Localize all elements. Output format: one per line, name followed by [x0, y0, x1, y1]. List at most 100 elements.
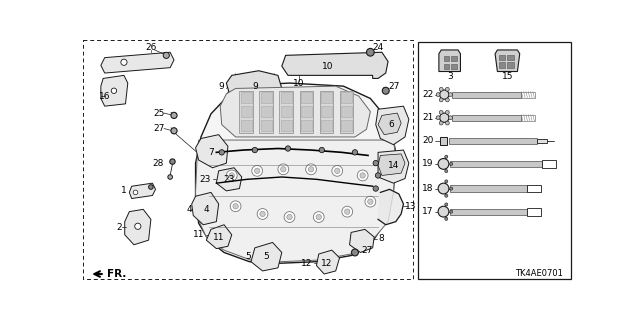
- Circle shape: [438, 158, 449, 169]
- Text: 8: 8: [378, 234, 384, 243]
- Text: 27: 27: [361, 246, 372, 255]
- Circle shape: [439, 98, 443, 102]
- Polygon shape: [378, 150, 409, 183]
- Text: 2: 2: [116, 222, 122, 232]
- Polygon shape: [206, 225, 232, 249]
- Circle shape: [227, 170, 237, 181]
- Circle shape: [260, 211, 265, 217]
- Text: 10: 10: [293, 78, 305, 88]
- Circle shape: [252, 147, 257, 153]
- Circle shape: [229, 173, 234, 178]
- Circle shape: [281, 167, 286, 172]
- Bar: [418, 42, 570, 279]
- Polygon shape: [196, 135, 228, 168]
- Text: 24: 24: [372, 43, 384, 52]
- Circle shape: [171, 112, 177, 118]
- Text: 4: 4: [204, 205, 209, 214]
- Circle shape: [438, 206, 449, 217]
- Circle shape: [352, 150, 358, 155]
- Text: 15: 15: [502, 72, 513, 81]
- Text: 22: 22: [422, 90, 433, 99]
- Circle shape: [438, 183, 449, 194]
- Text: TK4AE0701: TK4AE0701: [515, 269, 563, 278]
- Text: 14: 14: [388, 161, 399, 170]
- Text: 27: 27: [388, 82, 399, 91]
- Bar: [451, 64, 456, 69]
- Text: 17: 17: [422, 207, 433, 216]
- Bar: [319, 91, 333, 133]
- Circle shape: [252, 165, 262, 176]
- Circle shape: [230, 201, 241, 212]
- Text: 3: 3: [447, 72, 452, 81]
- Text: 18: 18: [422, 184, 433, 193]
- Bar: [444, 64, 449, 69]
- Bar: [527, 208, 541, 215]
- Circle shape: [219, 150, 225, 155]
- Bar: [450, 186, 527, 192]
- Bar: [450, 209, 527, 215]
- Circle shape: [382, 87, 389, 94]
- Text: 7: 7: [208, 148, 214, 157]
- Polygon shape: [251, 243, 282, 271]
- Bar: [538, 139, 547, 143]
- Polygon shape: [196, 83, 396, 263]
- Circle shape: [314, 212, 324, 222]
- Text: 19: 19: [422, 159, 433, 168]
- Circle shape: [439, 110, 443, 114]
- Bar: [239, 91, 253, 133]
- Circle shape: [445, 121, 449, 125]
- Text: 12: 12: [301, 259, 312, 268]
- Bar: [340, 91, 353, 133]
- Circle shape: [445, 87, 449, 91]
- Bar: [300, 91, 314, 133]
- Polygon shape: [439, 50, 460, 71]
- Circle shape: [170, 159, 175, 164]
- Text: 5: 5: [245, 252, 251, 261]
- Circle shape: [284, 212, 295, 222]
- Circle shape: [373, 186, 378, 191]
- Circle shape: [449, 116, 452, 120]
- Circle shape: [287, 214, 292, 220]
- Circle shape: [450, 162, 452, 165]
- Bar: [281, 120, 292, 131]
- Circle shape: [360, 173, 365, 178]
- Polygon shape: [378, 189, 403, 225]
- Bar: [301, 92, 312, 103]
- Bar: [321, 92, 332, 103]
- Bar: [452, 115, 521, 121]
- Circle shape: [121, 59, 127, 65]
- Bar: [321, 106, 332, 117]
- Text: 21: 21: [422, 113, 433, 122]
- Bar: [444, 56, 449, 61]
- Bar: [449, 138, 538, 144]
- Polygon shape: [101, 75, 128, 106]
- Circle shape: [171, 128, 177, 134]
- Bar: [261, 120, 272, 131]
- Text: 25: 25: [154, 108, 164, 117]
- Bar: [452, 92, 521, 98]
- Circle shape: [439, 87, 443, 91]
- Circle shape: [308, 167, 314, 172]
- Bar: [301, 120, 312, 131]
- Polygon shape: [378, 113, 401, 135]
- Circle shape: [285, 146, 291, 151]
- Circle shape: [450, 187, 452, 190]
- Text: 26: 26: [145, 43, 157, 52]
- Text: 1: 1: [120, 186, 126, 195]
- Circle shape: [445, 98, 449, 102]
- Bar: [508, 62, 513, 68]
- Circle shape: [148, 185, 153, 189]
- Circle shape: [445, 203, 448, 206]
- Bar: [499, 55, 505, 60]
- Polygon shape: [316, 250, 340, 274]
- Circle shape: [255, 168, 260, 173]
- Bar: [281, 106, 292, 117]
- Polygon shape: [192, 192, 219, 225]
- Polygon shape: [495, 50, 520, 71]
- Text: 12: 12: [321, 259, 332, 268]
- Text: 23: 23: [200, 175, 211, 184]
- Circle shape: [306, 164, 316, 175]
- Circle shape: [133, 190, 138, 195]
- Circle shape: [440, 90, 449, 99]
- Circle shape: [445, 194, 448, 197]
